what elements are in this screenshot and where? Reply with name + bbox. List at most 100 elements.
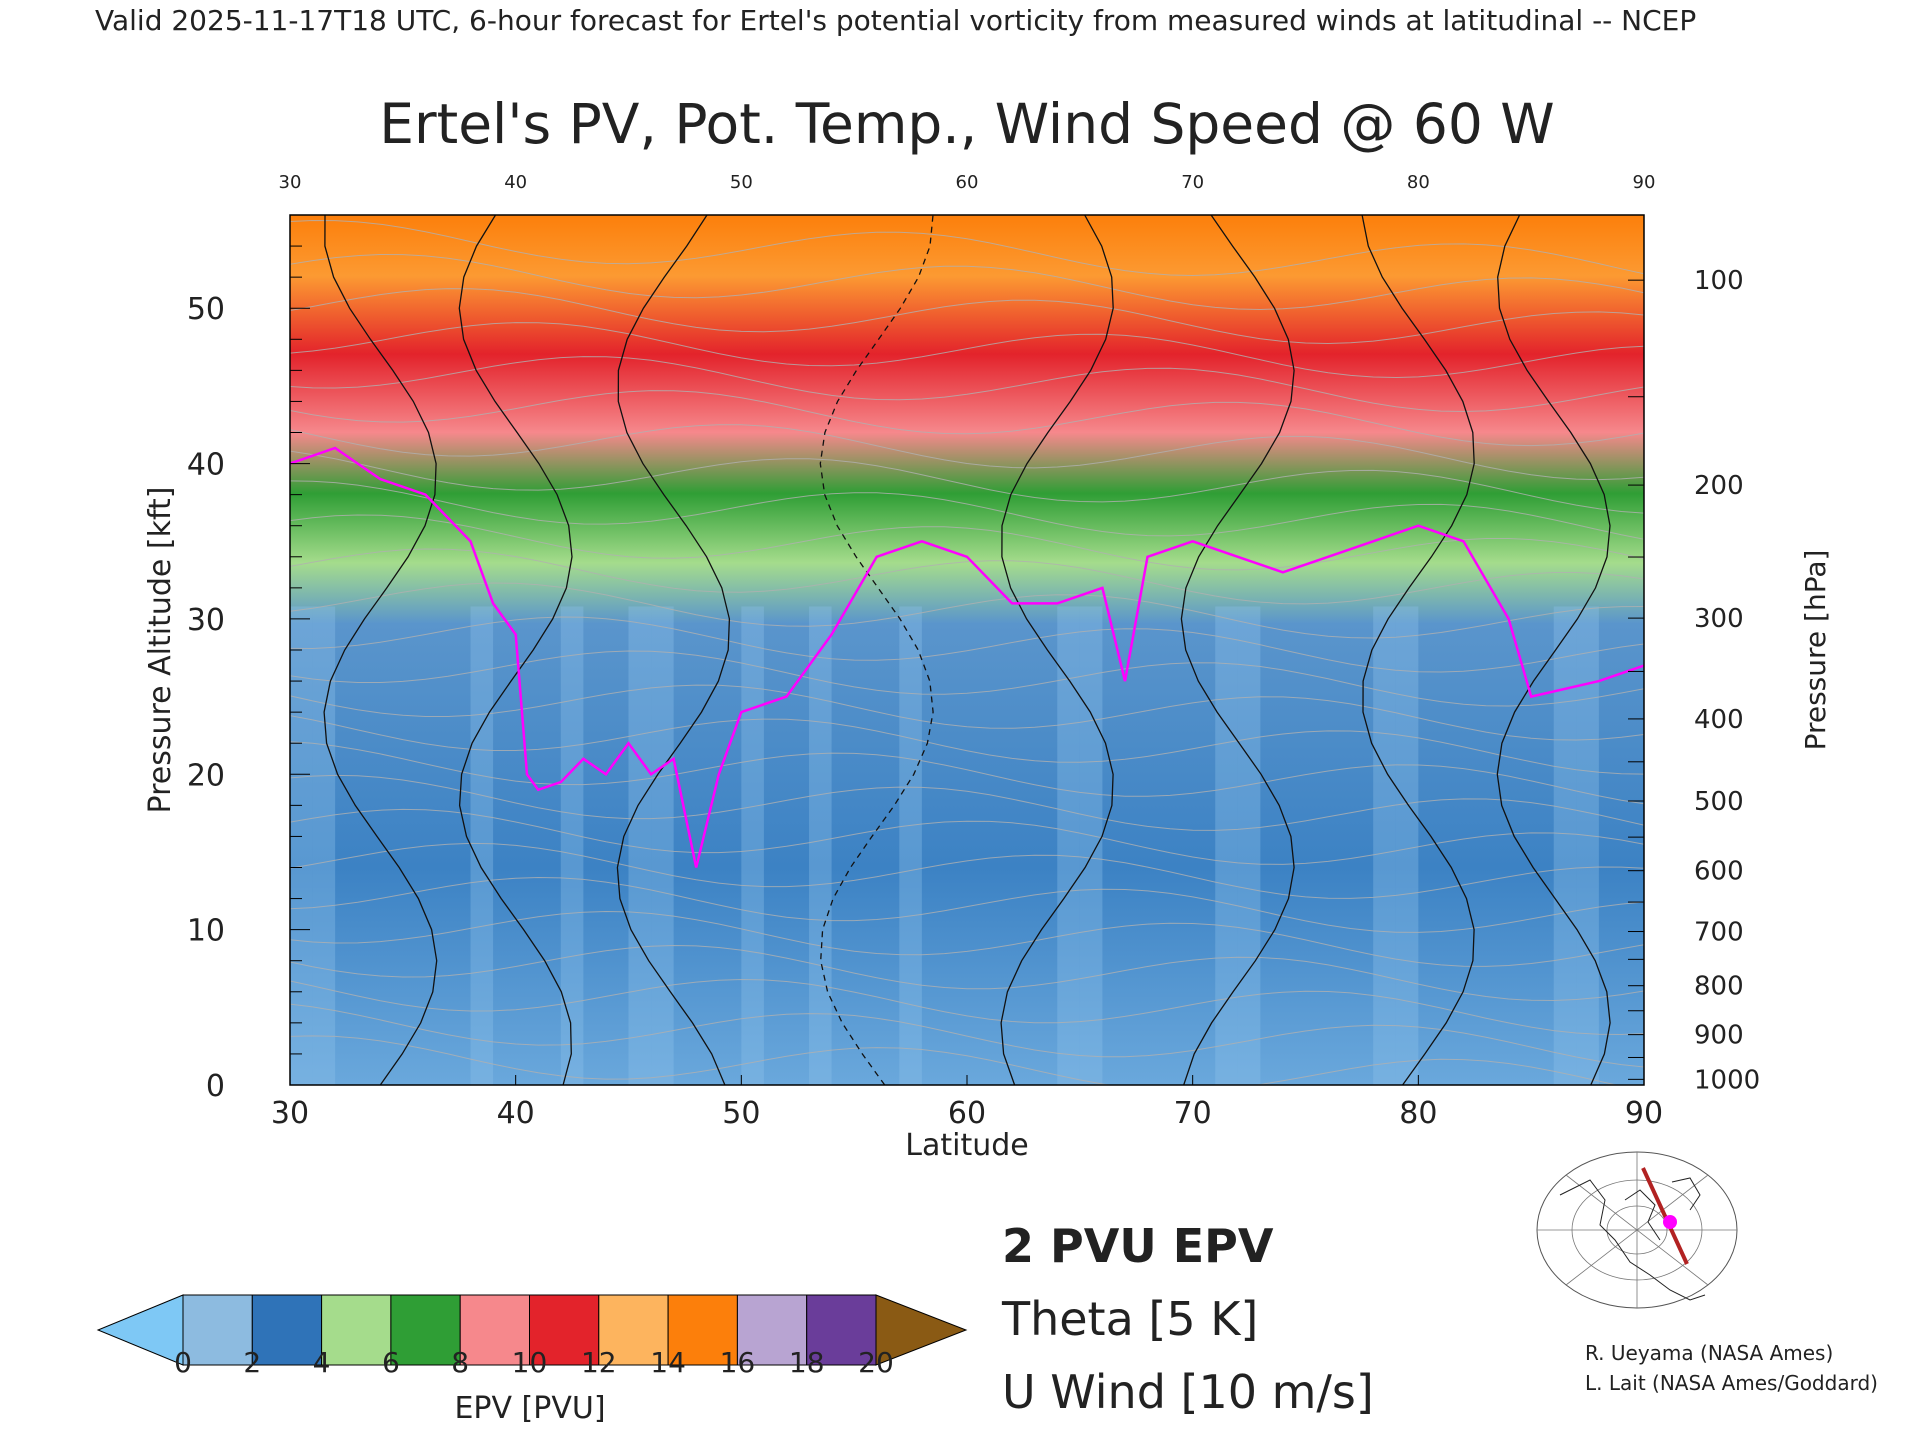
credit-line-1: R. Ueyama (NASA Ames) [1585, 1341, 1833, 1365]
theta-contour [290, 390, 1644, 447]
theta-contour [290, 424, 1644, 481]
y-tick-label: 50 [187, 292, 225, 327]
inset-map [1536, 1151, 1738, 1309]
x-tick-label: 50 [722, 1096, 760, 1131]
theta-contour [290, 808, 1644, 865]
top-tick-label: 90 [1633, 172, 1656, 193]
y-tick-label: 40 [187, 448, 225, 483]
top-tick-label: 70 [1181, 172, 1204, 193]
theta-contour [290, 774, 1644, 831]
x-tick-label: 90 [1625, 1096, 1663, 1131]
colorbar-box [529, 1294, 600, 1366]
theta-contour [290, 253, 1644, 311]
theta-contour [290, 1003, 1644, 1068]
colorbar-tick-label: 20 [858, 1346, 894, 1379]
x-tick-label: 80 [1399, 1096, 1437, 1131]
colorbar-tick-label: 14 [650, 1346, 686, 1379]
colorbar-tick-label: 4 [313, 1346, 331, 1379]
theta-contour [290, 514, 1644, 571]
texture-band [628, 606, 652, 1085]
uwind-contour [1000, 215, 1114, 1085]
theta-contour [290, 356, 1644, 413]
valid-time-header: Valid 2025-11-17T18 UTC, 6-hour forecast… [95, 4, 1696, 37]
colorbar-box [182, 1294, 253, 1366]
theta-contour [290, 741, 1644, 805]
pressure-tick-label: 600 [1694, 857, 1744, 887]
uwind-contour [1361, 215, 1475, 1085]
theta-contour [290, 684, 1644, 741]
top-tick-label: 50 [730, 172, 753, 193]
colorbar-tick-label: 12 [581, 1346, 617, 1379]
theta-contour [290, 288, 1644, 345]
legend-uwind: U Wind [10 m/s] [1002, 1365, 1374, 1419]
theta-contour [290, 910, 1644, 967]
theta-contour [290, 978, 1644, 1036]
chart-title: Ertel's PV, Pot. Temp., Wind Speed @ 60 … [379, 92, 1554, 156]
texture-band [741, 606, 764, 1085]
colorbar-tick-label: 2 [243, 1346, 261, 1379]
colorbar-box [667, 1294, 738, 1366]
uwind-contour [1496, 215, 1611, 1085]
top-tick-label: 30 [279, 172, 302, 193]
pressure-tick-label: 700 [1694, 918, 1744, 948]
pressure-tick-label: 500 [1694, 787, 1744, 817]
colorbar-box [459, 1294, 531, 1366]
uwind-contour [1180, 215, 1295, 1085]
texture-band [651, 606, 674, 1085]
theta-contour [290, 1035, 1619, 1085]
y-tick-label: 30 [187, 603, 225, 638]
theta-contour [290, 650, 1644, 707]
colorbar: 0 2 4 6 8 10 12 14 16 18 20 EPV [PVU] [96, 1294, 968, 1426]
colorbar-tick-label: 0 [174, 1346, 192, 1379]
theta-contour [290, 582, 1644, 639]
top-tick-label: 40 [504, 172, 527, 193]
top-tick-label: 80 [1407, 172, 1430, 193]
top-tick-label: 60 [956, 172, 979, 193]
pressure-tick-label: 1000 [1694, 1065, 1760, 1095]
inset-map-marker [1663, 1215, 1677, 1229]
theta-contour [290, 876, 1644, 933]
y-axis-right-label: Pressure [hPa] [1799, 550, 1832, 751]
x-tick-label: 60 [948, 1096, 986, 1131]
texture-band [1576, 606, 1599, 1085]
tropopause-2pvu-line [290, 446, 1644, 868]
colorbar-tick-label: 18 [789, 1346, 825, 1379]
theta-contour [290, 616, 1644, 673]
texture-band [560, 606, 584, 1085]
texture-band [1237, 606, 1261, 1085]
texture-band [1079, 606, 1103, 1085]
texture-band [899, 606, 922, 1085]
theta-contour [290, 450, 1644, 514]
texture-band [1373, 606, 1396, 1085]
theta-contour [290, 548, 1644, 605]
texture-band [1553, 606, 1577, 1085]
texture-band [312, 606, 336, 1085]
texture-band [1395, 606, 1419, 1085]
theta-contour [290, 480, 1644, 540]
pressure-tick-label: 300 [1694, 604, 1744, 634]
pressure-tick-label: 200 [1694, 471, 1744, 501]
colorbar-tick-label: 6 [382, 1346, 400, 1379]
colorbar-box [321, 1294, 392, 1366]
colorbar-box [390, 1294, 461, 1366]
x-tick-label: 30 [271, 1096, 309, 1131]
theta-contour [290, 219, 1644, 277]
inset-map-track [1641, 1167, 1689, 1265]
colorbar-box [251, 1294, 323, 1366]
legend-epv: 2 PVU EPV [1002, 1219, 1274, 1273]
theta-contour [290, 322, 1644, 379]
x-axis-label: Latitude [905, 1128, 1028, 1163]
colorbar-label: EPV [PVU] [454, 1391, 605, 1426]
texture-band [1057, 606, 1080, 1085]
uwind-contour [458, 215, 573, 1085]
texture-band [1215, 606, 1238, 1085]
colorbar-tick-label: 8 [451, 1346, 469, 1379]
plot-background [290, 215, 1644, 1085]
colorbar-over-triangle [875, 1294, 968, 1366]
theta-contour [290, 944, 1644, 1002]
y-tick-label: 0 [206, 1069, 225, 1104]
uwind-contour [323, 215, 438, 1085]
colorbar-under-triangle [96, 1294, 184, 1366]
y-tick-label: 20 [187, 758, 225, 793]
